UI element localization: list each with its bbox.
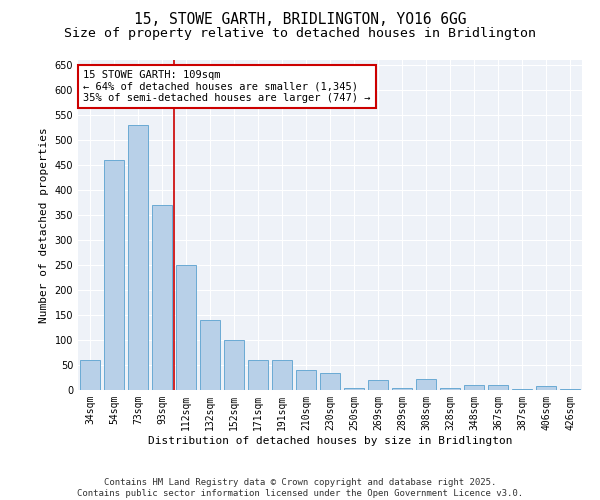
Bar [344, 388, 364, 390]
Bar [200, 320, 220, 390]
Text: 15, STOWE GARTH, BRIDLINGTON, YO16 6GG: 15, STOWE GARTH, BRIDLINGTON, YO16 6GG [134, 12, 466, 28]
Bar [128, 125, 148, 390]
Bar [416, 379, 436, 390]
Bar [392, 388, 412, 390]
Bar [224, 340, 244, 390]
Bar [560, 388, 580, 390]
Bar [512, 388, 532, 390]
Bar [296, 370, 316, 390]
Bar [440, 388, 460, 390]
Text: 15 STOWE GARTH: 109sqm
← 64% of detached houses are smaller (1,345)
35% of semi-: 15 STOWE GARTH: 109sqm ← 64% of detached… [83, 70, 371, 103]
Y-axis label: Number of detached properties: Number of detached properties [39, 127, 49, 323]
Bar [176, 265, 196, 390]
Bar [272, 360, 292, 390]
Bar [104, 160, 124, 390]
Bar [248, 360, 268, 390]
Bar [320, 372, 340, 390]
Bar [536, 386, 556, 390]
Bar [368, 380, 388, 390]
Bar [152, 205, 172, 390]
X-axis label: Distribution of detached houses by size in Bridlington: Distribution of detached houses by size … [148, 436, 512, 446]
Bar [80, 360, 100, 390]
Text: Contains HM Land Registry data © Crown copyright and database right 2025.
Contai: Contains HM Land Registry data © Crown c… [77, 478, 523, 498]
Text: Size of property relative to detached houses in Bridlington: Size of property relative to detached ho… [64, 28, 536, 40]
Bar [464, 385, 484, 390]
Bar [488, 385, 508, 390]
